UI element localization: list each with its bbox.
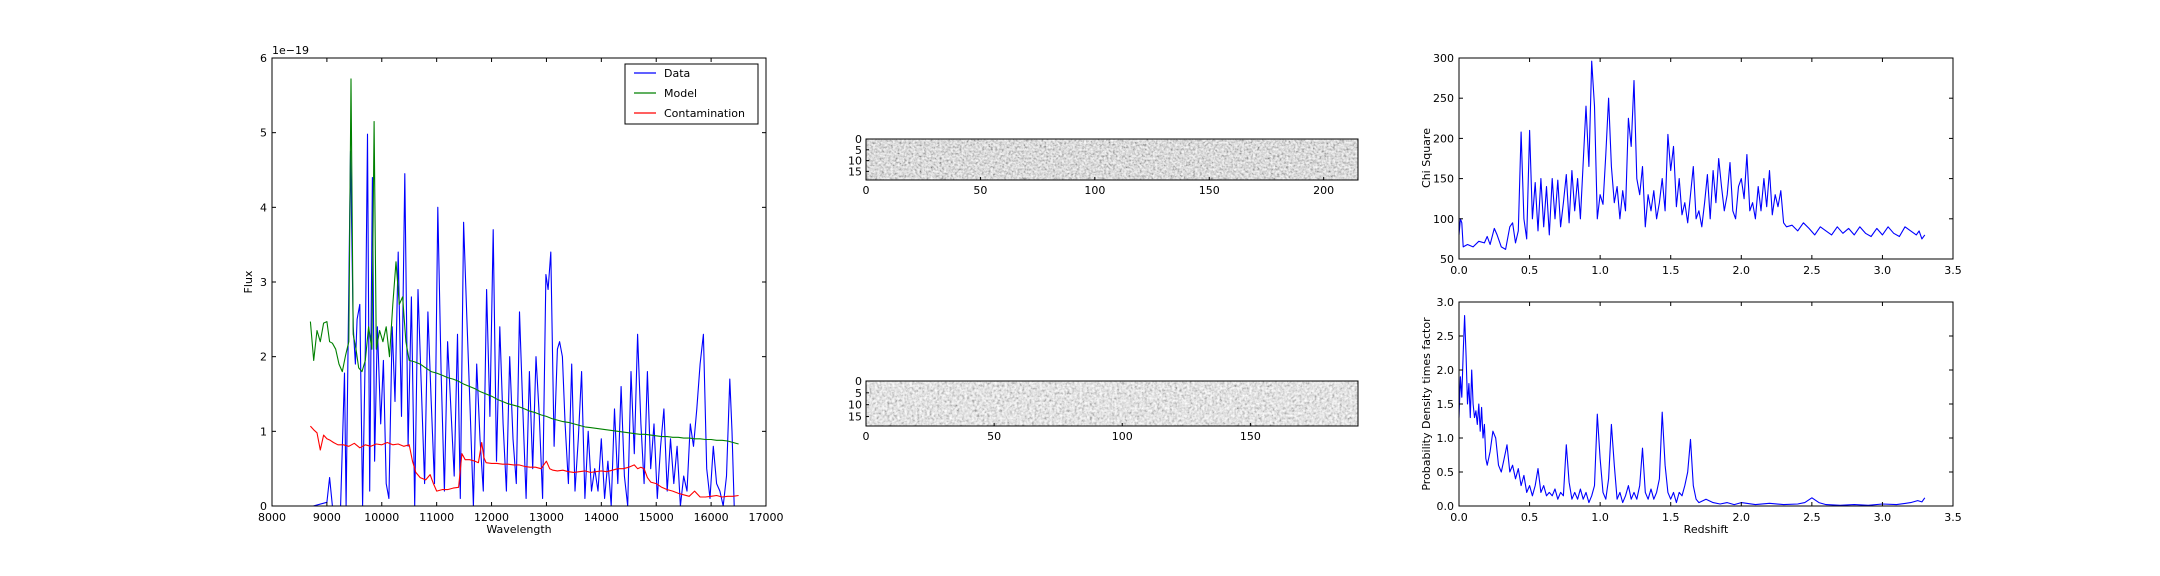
spectrum-image-2-ytick-label: 10 [848, 399, 862, 412]
spectrum-image-2-ytick-label: 5 [855, 387, 862, 400]
chi-square-xtick-label: 2.0 [1733, 264, 1751, 277]
chi-square-ytick-label: 300 [1433, 52, 1454, 65]
probability-density-xtick-label: 3.0 [1874, 511, 1892, 524]
spectrum-image-1-pixels [866, 139, 1358, 180]
spectrum-ytick-label: 1 [260, 425, 267, 438]
spectrum-image-2-xtick-label: 50 [987, 430, 1001, 443]
probability-density-ytick-label: 1.0 [1437, 432, 1455, 445]
spectrum-image-1-ytick-label: 10 [848, 155, 862, 168]
chi-square-xtick-label: 0.0 [1450, 264, 1468, 277]
spectrum-image-1-xtick-label: 200 [1313, 184, 1334, 197]
spectrum-series-group [309, 78, 739, 507]
chi-square-xtick-label: 1.0 [1591, 264, 1609, 277]
probability-density-xtick-label: 1.0 [1591, 511, 1609, 524]
spectrum-ytick-label: 3 [260, 276, 267, 289]
chi-square-xtick-label: 3.5 [1944, 264, 1962, 277]
legend-label-contamination: Contamination [664, 107, 745, 120]
probability-density-xtick-label: 0.5 [1521, 511, 1539, 524]
spectrum-image-2-frame [865, 380, 1359, 427]
spectrum-xtick-label: 14000 [584, 511, 619, 524]
chi-square-xtick-label: 1.5 [1662, 264, 1680, 277]
chi-square-ytick-label: 150 [1433, 173, 1454, 186]
spectrum-ytick-label: 4 [260, 201, 267, 214]
chi-square-series-group [1458, 60, 1926, 250]
legend-label-model: Model [664, 87, 697, 100]
probability-density-xtick-label: 2.5 [1803, 511, 1821, 524]
probability-density-xlabel: Redshift [1684, 523, 1729, 536]
spectrum-xtick-label: 12000 [474, 511, 509, 524]
spectrum-image-1-xtick-label: 50 [973, 184, 987, 197]
probability-density-ytick-label: 2.0 [1437, 364, 1455, 377]
probability-density-plot: 0.0 0.5 1.0 1.5 2.0 2.5 3.0 3.5 0.0 0.5 1.0 1.5 2.0 2… [1420, 296, 1962, 536]
probability-density-ytick-label: 2.5 [1437, 330, 1455, 343]
chi-square-plot: 0.0 0.5 1.0 1.5 2.0 2.5 3.0 3.5 50 100 150 200 250 30… [1420, 52, 1962, 277]
spectrum-xtick-label: 8000 [258, 511, 286, 524]
probability-density-xtick-label: 0.0 [1450, 511, 1468, 524]
probability-density-ylabel: Probability Density times factor [1420, 317, 1433, 491]
spectrum-image-1-ytick-label: 15 [848, 165, 862, 178]
legend: Data Model Contamination [624, 63, 759, 125]
probability-density-series-group [1458, 315, 1926, 506]
spectrum-image-2-xtick-label: 150 [1240, 430, 1261, 443]
chi-square-ytick-label: 100 [1433, 213, 1454, 226]
spectrum-ytick-label: 5 [260, 127, 267, 140]
spectrum-plot: 8000 9000 10000 11000 12000 13000 14000 15000 16… [242, 44, 784, 536]
chi-square-xtick-label: 3.0 [1874, 264, 1892, 277]
chi-square-ytick-label: 250 [1433, 92, 1454, 105]
chi-square-series-chi-square [1458, 60, 1926, 250]
spectrum-image-2-ytick-label: 15 [848, 411, 862, 424]
chi-square-xtick-label: 0.5 [1521, 264, 1539, 277]
spectrum-image-1-ytick-label: 5 [855, 144, 862, 157]
spectrum-ylabel: Flux [242, 270, 255, 293]
spectrum-image-2-ytick-label: 0 [855, 375, 862, 388]
spectrum-xtick-label: 9000 [313, 511, 341, 524]
spectrum-xtick-label: 15000 [639, 511, 674, 524]
spectrum-image-1-xtick-label: 150 [1199, 184, 1220, 197]
probability-density-xtick-label: 1.5 [1662, 511, 1680, 524]
spectrum-ytick-label: 6 [260, 52, 267, 65]
spectrum-image-2-xtick-label: 100 [1112, 430, 1133, 443]
spectrum-xtick-label: 11000 [419, 511, 454, 524]
probability-density-ytick-label: 3.0 [1437, 296, 1455, 309]
spectrum-series-contamination [309, 425, 739, 498]
spectrum-xtick-label: 16000 [694, 511, 729, 524]
probability-density-ytick-label: 0.0 [1437, 500, 1455, 513]
spectrum-xtick-label: 13000 [529, 511, 564, 524]
legend-box [624, 63, 759, 125]
spectrum-xlabel: Wavelength [486, 523, 551, 536]
spectrum-image-1-xtick-label: 100 [1084, 184, 1105, 197]
spectrum-series-data [313, 133, 735, 507]
probability-density-plot-frame [1458, 301, 1954, 507]
chi-square-ytick-label: 50 [1440, 253, 1454, 266]
probability-density-series-probability-density [1458, 315, 1926, 506]
spectrum-xtick-label: 10000 [364, 511, 399, 524]
spectrum-image-2-pixels [866, 381, 1358, 426]
spectrum-image-1-frame [865, 138, 1359, 181]
spectrum-image-1-ytick-label: 0 [855, 133, 862, 146]
probability-density-ytick-label: 1.5 [1437, 398, 1455, 411]
spectrum-ytick-label: 0 [260, 500, 267, 513]
chi-square-ylabel: Chi Square [1420, 128, 1433, 188]
spectrum-xtick-label: 17000 [749, 511, 784, 524]
chi-square-xtick-label: 2.5 [1803, 264, 1821, 277]
spectrum-ytick-label: 2 [260, 351, 267, 364]
spectrum-image-2-xtick-label: 0 [863, 430, 870, 443]
chi-square-plot-frame [1458, 57, 1954, 260]
spectrum-series-model [309, 78, 739, 445]
spectrum-offset-text: 1e−19 [272, 44, 309, 57]
chi-square-ytick-label: 200 [1433, 132, 1454, 145]
probability-density-xtick-label: 3.5 [1944, 511, 1962, 524]
legend-label-data: Data [664, 67, 690, 80]
probability-density-ytick-label: 0.5 [1437, 466, 1455, 479]
spectrum-image-1-xtick-label: 0 [863, 184, 870, 197]
probability-density-xtick-label: 2.0 [1733, 511, 1751, 524]
